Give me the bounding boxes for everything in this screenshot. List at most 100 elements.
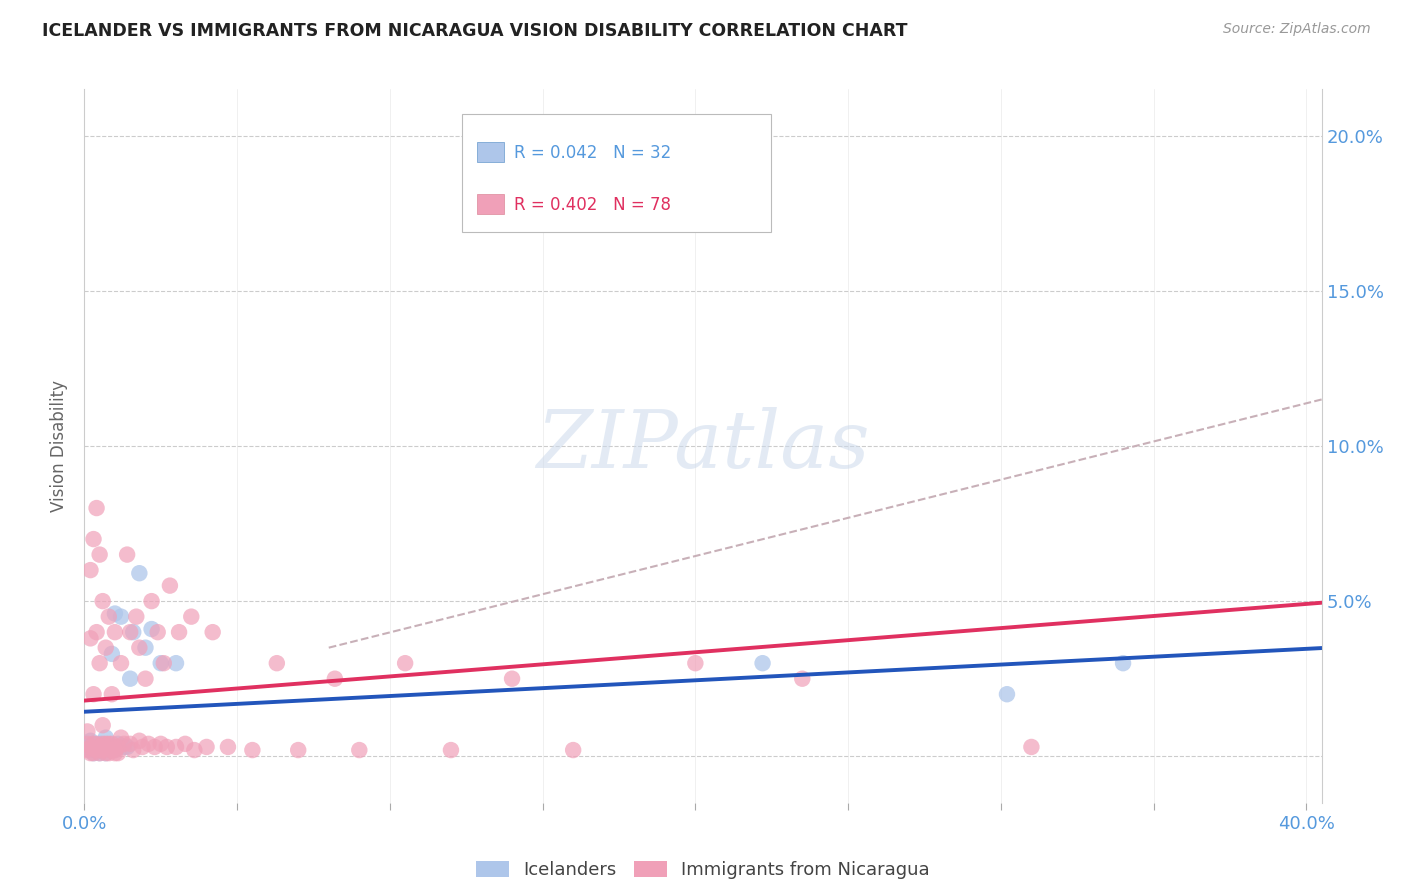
Point (792, 672, 814, 686)
Point (995, 687, 1018, 701)
Point (110, 609, 132, 624)
FancyBboxPatch shape (461, 114, 770, 232)
Point (167, 625, 190, 640)
Point (83, 737, 105, 751)
Legend: Icelanders, Immigrants from Nicaragua: Icelanders, Immigrants from Nicaragua (468, 854, 938, 887)
Point (91, 594, 114, 608)
Text: ZIPatlas: ZIPatlas (536, 408, 870, 484)
Point (685, 656, 707, 670)
Point (107, 739, 129, 754)
Point (79, 632, 101, 646)
Point (89, 656, 111, 670)
Point (159, 579, 181, 593)
Point (110, 656, 132, 670)
Point (122, 625, 145, 640)
Point (120, 737, 142, 751)
Point (149, 737, 172, 751)
Point (195, 739, 218, 754)
Point (79, 743, 101, 757)
Point (79, 733, 101, 747)
Point (138, 737, 160, 751)
Point (156, 739, 179, 754)
Point (128, 640, 150, 655)
Point (97, 609, 120, 624)
Point (112, 739, 135, 754)
Point (394, 656, 416, 670)
Point (266, 656, 288, 670)
Point (128, 566, 150, 581)
Point (120, 625, 142, 640)
Point (104, 625, 127, 640)
Point (440, 743, 463, 757)
Point (76, 739, 98, 754)
Point (501, 672, 523, 686)
Point (115, 548, 138, 562)
Point (165, 739, 187, 754)
Point (146, 625, 169, 640)
Point (83, 737, 105, 751)
Point (89, 746, 111, 760)
Point (128, 733, 150, 747)
Point (86, 739, 108, 754)
Point (669, 206, 692, 220)
Point (86, 743, 108, 757)
Point (562, 743, 585, 757)
Point (89, 548, 111, 562)
Point (101, 687, 124, 701)
Point (94, 746, 117, 760)
Point (86, 625, 108, 640)
Point (83, 746, 105, 760)
Point (104, 743, 127, 757)
Point (104, 746, 127, 760)
Point (89, 737, 111, 751)
Point (107, 746, 129, 760)
Point (91, 737, 114, 751)
Point (91, 739, 114, 754)
Point (134, 672, 156, 686)
Point (149, 656, 172, 670)
Point (141, 622, 163, 636)
Point (1112, 656, 1135, 670)
FancyBboxPatch shape (477, 142, 503, 162)
Point (152, 656, 174, 670)
Point (104, 743, 127, 757)
Point (101, 743, 124, 757)
Point (94, 737, 117, 751)
Point (76, 743, 98, 757)
Point (86, 743, 108, 757)
Point (125, 609, 148, 624)
Text: R = 0.402   N = 78: R = 0.402 N = 78 (513, 196, 671, 214)
Point (79, 746, 101, 760)
Point (79, 563, 101, 577)
Text: Source: ZipAtlas.com: Source: ZipAtlas.com (1223, 22, 1371, 37)
Point (94, 731, 117, 745)
Point (97, 739, 120, 754)
Point (217, 739, 239, 754)
Point (287, 743, 309, 757)
Point (122, 743, 145, 757)
Point (165, 656, 187, 670)
Y-axis label: Vision Disability: Vision Disability (51, 380, 69, 512)
Point (76, 724, 98, 739)
Point (83, 687, 105, 701)
Point (349, 743, 371, 757)
Point (115, 739, 138, 754)
Point (79, 739, 101, 754)
Point (751, 656, 773, 670)
Point (112, 737, 135, 751)
Point (134, 640, 156, 655)
Point (242, 743, 264, 757)
Point (101, 737, 124, 751)
Point (107, 737, 129, 751)
Point (94, 640, 117, 655)
Point (97, 737, 120, 751)
Point (86, 737, 108, 751)
Text: ICELANDER VS IMMIGRANTS FROM NICARAGUA VISION DISABILITY CORRELATION CHART: ICELANDER VS IMMIGRANTS FROM NICARAGUA V… (42, 22, 908, 40)
Point (143, 739, 166, 754)
Point (91, 743, 114, 757)
Point (180, 609, 202, 624)
Point (110, 731, 132, 745)
Point (83, 746, 105, 760)
Text: R = 0.042   N = 32: R = 0.042 N = 32 (513, 144, 671, 162)
Point (101, 743, 124, 757)
